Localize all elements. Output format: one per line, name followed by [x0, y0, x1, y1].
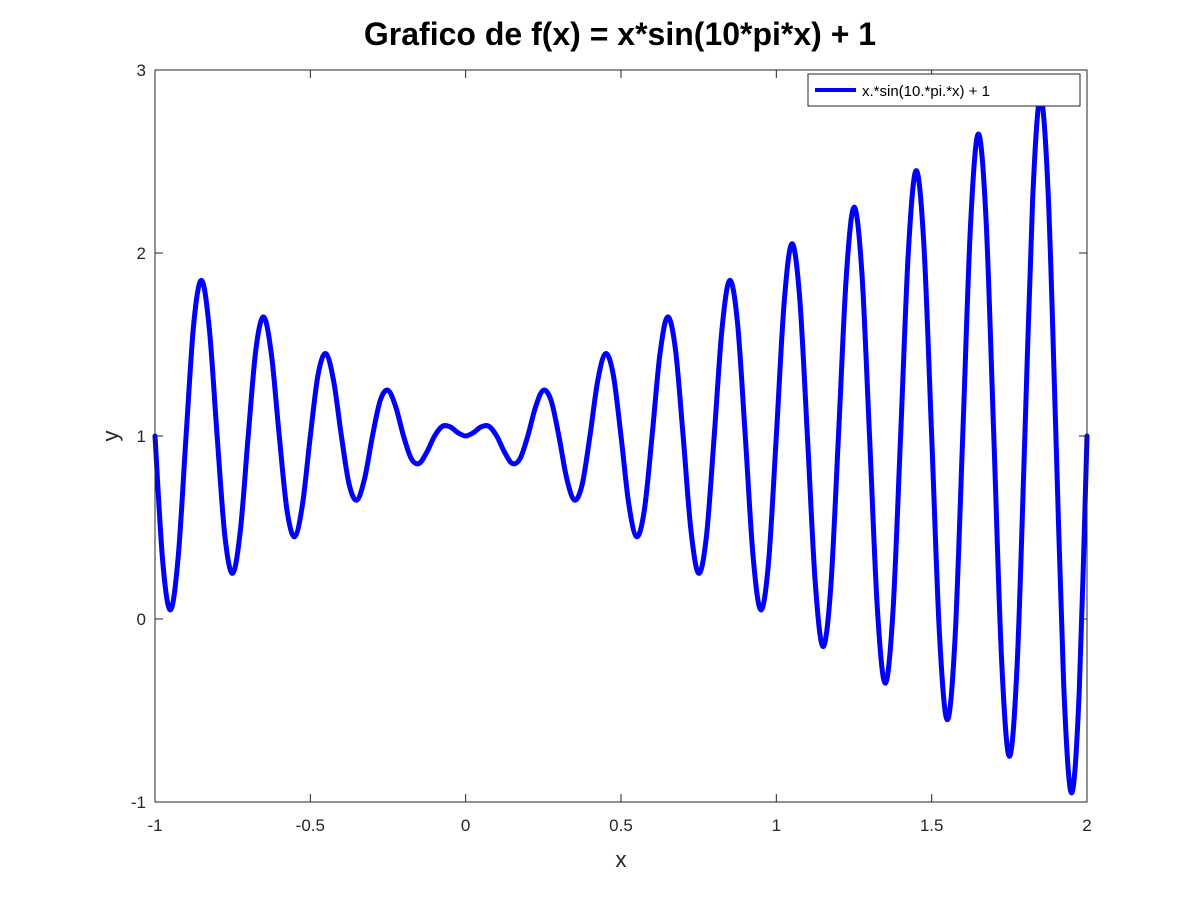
x-tick-label: -0.5 [296, 816, 325, 835]
y-tick-label: 1 [137, 427, 146, 446]
plot-frame [154, 69, 1088, 803]
legend-label: x.*sin(10.*pi.*x) + 1 [862, 83, 990, 100]
x-tick-label: 0.5 [609, 816, 633, 835]
y-axis-label: y [98, 431, 123, 442]
y-tick-label: -1 [131, 793, 146, 812]
series-layer [152, 94, 1090, 796]
series-line [152, 94, 1090, 796]
y-tick-label: 2 [137, 244, 146, 263]
chart-title: Grafico de f(x) = x*sin(10*pi*x) + 1 [364, 16, 876, 52]
x-tick-label: 1 [772, 816, 781, 835]
y-tick-label: 3 [137, 61, 146, 80]
x-tick-label: -1 [147, 816, 162, 835]
axis-tick-labels: -1 -0.5 0 0.5 1 1.5 2 -1 0 1 2 3 [131, 61, 1092, 835]
x-tick-label: 1.5 [920, 816, 944, 835]
x-tick-label: 2 [1082, 816, 1091, 835]
x-tick-label: 0 [461, 816, 470, 835]
x-axis-label: x [616, 847, 627, 872]
legend: x.*sin(10.*pi.*x) + 1 [807, 73, 1081, 107]
y-tick-label: 0 [137, 610, 146, 629]
